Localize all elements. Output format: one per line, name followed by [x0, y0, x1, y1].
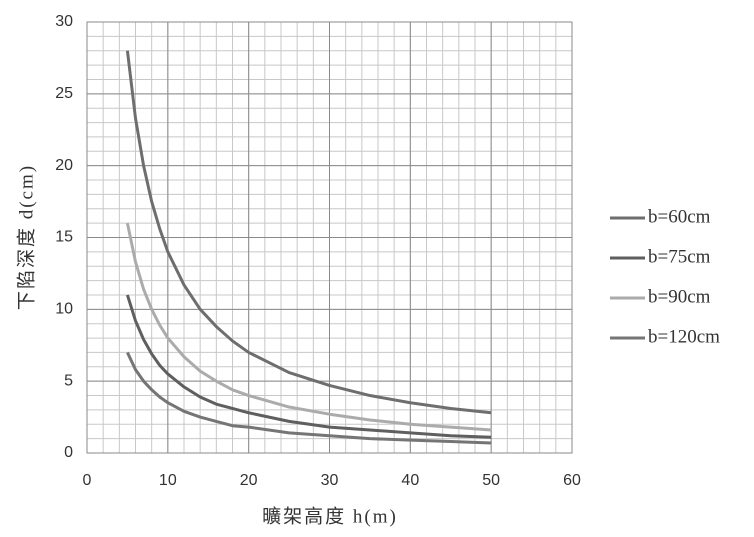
x-tick-label: 30 — [321, 472, 339, 489]
y-tick-label: 5 — [64, 372, 73, 389]
x-tick-label: 0 — [83, 472, 92, 489]
y-tick-label: 20 — [55, 157, 73, 174]
plot-frame — [86, 21, 573, 454]
line — [126, 351, 492, 445]
line — [125, 222, 492, 432]
line — [125, 50, 492, 415]
y-tick-label: 25 — [55, 85, 73, 102]
y-axis-title: 下陷深度 d(cm) — [15, 164, 37, 310]
legend-label: b=120cm — [648, 326, 720, 347]
x-axis-title: 曠架高度 h(m) — [262, 505, 398, 527]
legend-label: b=75cm — [648, 246, 711, 267]
y-tick-label: 0 — [64, 444, 73, 461]
x-tick-label: 50 — [482, 472, 500, 489]
y-tick-label: 30 — [55, 13, 73, 30]
y-tick-label: 10 — [55, 301, 73, 318]
legend-label: b=90cm — [648, 286, 711, 307]
y-tick-label: 15 — [55, 229, 73, 246]
line — [125, 294, 492, 439]
x-tick-label: 20 — [240, 472, 258, 489]
x-tick-label: 10 — [159, 472, 177, 489]
x-tick-label: 40 — [401, 472, 419, 489]
legend-label: b=60cm — [648, 206, 711, 227]
x-tick-label: 60 — [563, 472, 581, 489]
